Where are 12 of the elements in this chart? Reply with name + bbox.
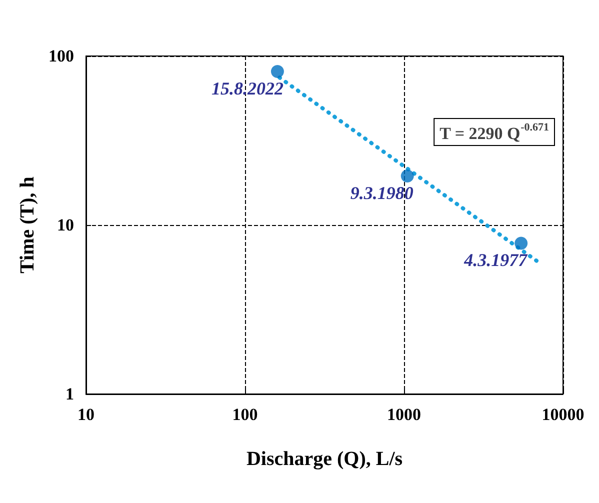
annotation: 4.3.1977	[463, 250, 528, 270]
x-tick-label: 10	[78, 405, 94, 424]
y-tick-label: 1	[66, 384, 74, 404]
annotation: 15.8.2022	[211, 78, 284, 98]
annotation: 9.3.1980	[350, 182, 414, 203]
x-tick-label: 1000	[387, 405, 421, 424]
y-axis-title: Time (T), h	[16, 176, 39, 274]
x-axis-title: Discharge (Q), L/s	[246, 448, 403, 470]
x-tick-label: 10000	[542, 405, 584, 424]
y-tick-label: 10	[57, 216, 74, 234]
x-tick-label: 100	[232, 405, 258, 424]
y-tick-label: 100	[48, 46, 74, 66]
